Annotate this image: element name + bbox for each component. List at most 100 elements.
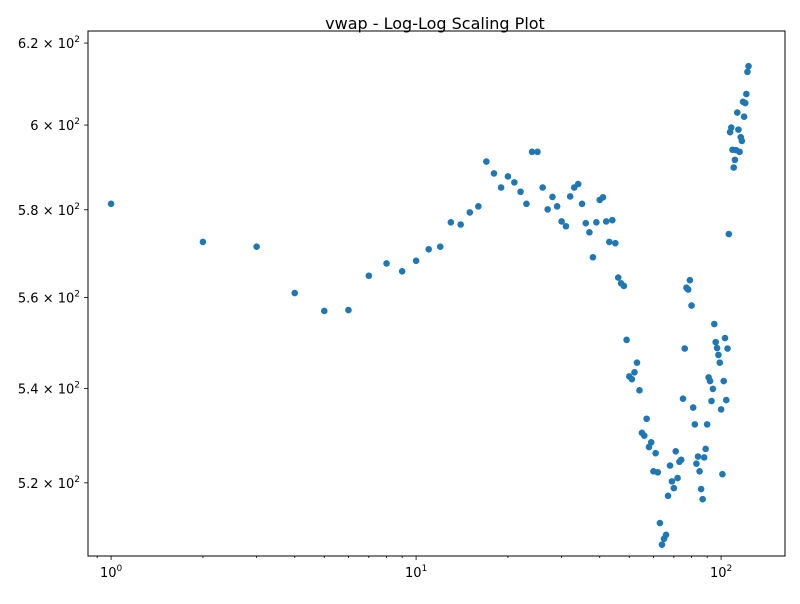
data-point: [677, 456, 685, 464]
data-point: [447, 219, 455, 226]
data-point: [694, 453, 702, 460]
data-point: [534, 148, 541, 156]
data-point: [716, 359, 724, 366]
data-point: [562, 222, 570, 230]
data-point: [684, 286, 692, 293]
data-point: [688, 302, 695, 309]
x-tick-label-base: 10: [405, 566, 422, 581]
plot-area: [87, 30, 786, 557]
data-point: [721, 334, 729, 342]
data-point: [719, 470, 726, 478]
data-point: [666, 462, 674, 469]
x-tick-label-base: 10: [710, 566, 727, 581]
data-point: [706, 377, 714, 385]
data-point: [731, 156, 739, 164]
data-point: [697, 485, 705, 493]
data-point: [623, 336, 630, 344]
x-tick-label-exponent: 2: [727, 564, 733, 574]
data-point: [593, 219, 600, 226]
data-point: [511, 179, 518, 186]
data-point: [725, 230, 733, 238]
data-point: [620, 282, 628, 290]
data-point: [686, 276, 694, 284]
y-tick-label-exponent: 2: [74, 380, 80, 390]
data-point: [566, 193, 574, 200]
x-tick-label: 102: [710, 564, 732, 581]
data-point: [700, 454, 708, 461]
data-point: [711, 320, 718, 328]
data-points: [107, 62, 752, 548]
data-point: [107, 200, 115, 208]
data-point: [647, 438, 655, 446]
y-tick-label-mantissa: 5.2: [18, 477, 39, 492]
data-point: [727, 124, 735, 131]
data-point: [589, 253, 597, 261]
data-point: [733, 109, 741, 116]
data-point: [741, 99, 749, 107]
data-point: [483, 158, 490, 165]
data-point: [253, 243, 260, 251]
data-point: [523, 200, 530, 208]
data-point: [466, 209, 474, 216]
data-point: [436, 243, 444, 251]
data-point: [689, 404, 697, 411]
x-axis: 100 101 102: [96, 556, 732, 581]
y-tick-label-exponent: 2: [74, 202, 80, 212]
data-point: [497, 184, 505, 191]
data-point: [668, 478, 676, 485]
y-tick-label: 5.2 × 102: [18, 475, 80, 492]
data-point: [544, 206, 551, 213]
data-point: [708, 397, 715, 405]
data-point: [744, 68, 751, 76]
data-point: [643, 415, 650, 423]
data-point: [490, 170, 498, 177]
data-point: [578, 200, 586, 208]
data-point: [745, 62, 752, 70]
y-tick-label: 6 × 102: [30, 117, 80, 134]
data-point: [612, 239, 619, 247]
data-point: [398, 268, 406, 275]
data-point: [609, 216, 616, 224]
data-point: [291, 289, 299, 297]
data-point: [365, 272, 373, 280]
y-tick-label-exponent: 2: [74, 290, 80, 300]
data-point: [654, 468, 662, 476]
data-point: [703, 421, 711, 428]
y-tick-label-mantissa: 6: [30, 119, 38, 134]
data-point: [602, 218, 610, 225]
chart-title: vwap - Log-Log Scaling Plot: [325, 14, 545, 33]
y-tick-label: 5.6 × 102: [18, 290, 80, 307]
data-point: [715, 351, 722, 359]
data-point: [457, 221, 464, 228]
data-point: [574, 180, 582, 188]
data-point: [425, 246, 433, 253]
data-point: [696, 468, 703, 475]
x-tick-label-base: 10: [100, 566, 117, 581]
y-tick-label-mantissa: 6.2: [18, 37, 39, 52]
data-point: [662, 531, 670, 539]
data-point: [199, 238, 207, 246]
data-point: [631, 369, 638, 376]
data-point: [712, 338, 719, 346]
data-point: [658, 541, 666, 548]
data-point: [539, 184, 546, 191]
y-tick-label: 6.2 × 102: [18, 35, 80, 52]
data-point: [599, 194, 607, 201]
data-point: [693, 460, 700, 467]
y-tick-label-mantissa: 5.8: [18, 204, 39, 219]
data-point: [558, 218, 565, 225]
y-tick-label-times: × 10: [39, 204, 75, 219]
data-point: [504, 173, 512, 180]
x-tick-label-exponent: 1: [422, 564, 428, 574]
data-point: [736, 148, 743, 156]
data-point: [672, 447, 680, 455]
y-tick-label-times: × 10: [39, 477, 75, 492]
data-point: [709, 385, 717, 393]
data-point: [345, 306, 352, 314]
data-point: [582, 219, 590, 227]
data-point: [699, 495, 706, 503]
data-point: [628, 375, 636, 383]
